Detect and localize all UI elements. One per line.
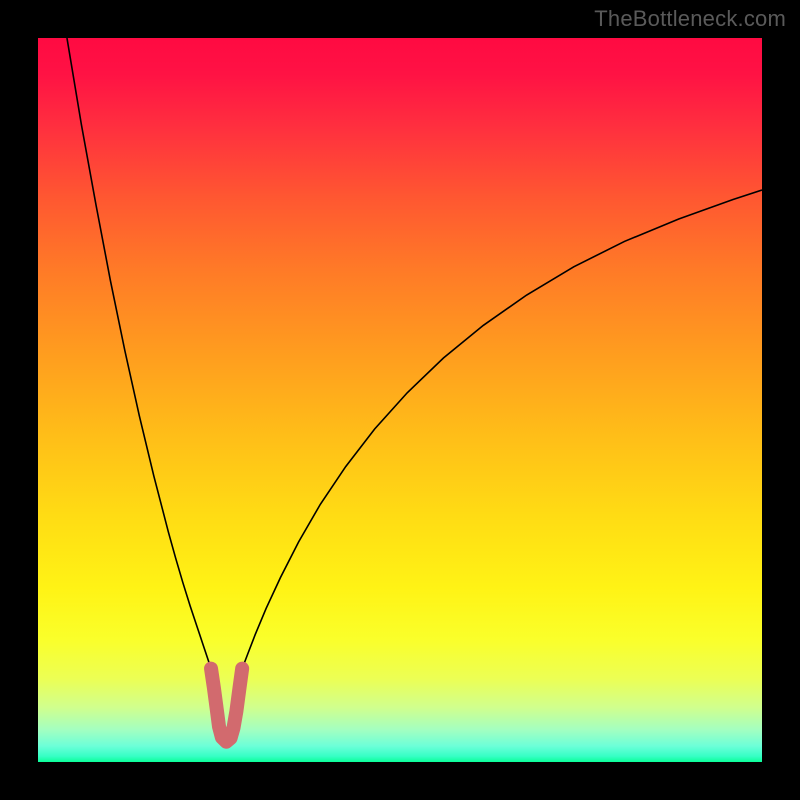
watermark-text: TheBottleneck.com bbox=[594, 6, 786, 32]
chart-svg bbox=[38, 38, 762, 762]
chart-frame: TheBottleneck.com bbox=[0, 0, 800, 800]
plot-area bbox=[38, 38, 762, 762]
